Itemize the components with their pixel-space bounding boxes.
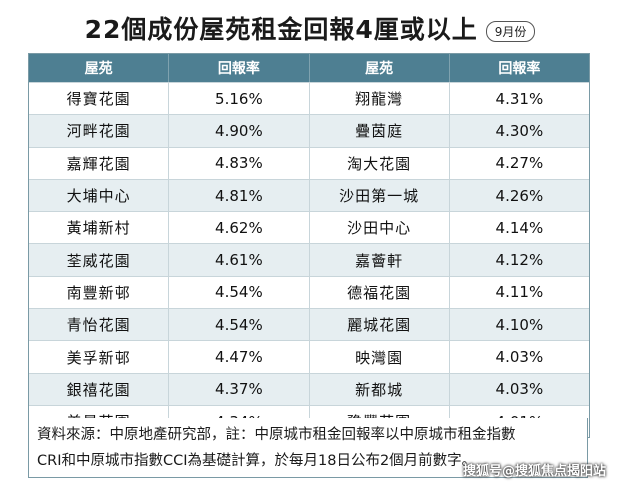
- estate-name-right: 新都城: [310, 373, 450, 405]
- estate-name-right: 映灣園: [310, 341, 450, 373]
- month-badge: 9月份: [485, 21, 536, 42]
- header-yield-2: 回報率: [498, 61, 541, 77]
- table-body: 得寶花園 5.16% 翔龍灣 4.31% 河畔花園 4.90% 疊茵庭 4.30% 嘉輝花園 4.…: [29, 82, 589, 438]
- yield-left: 4.62%: [169, 212, 310, 244]
- estate-name-left: 南豐新邨: [29, 276, 170, 309]
- yield-right: 4.30%: [495, 121, 544, 140]
- yield-right: 4.03%: [495, 380, 544, 399]
- yield-left: 4.61%: [169, 244, 310, 276]
- title-row: 22個成份屋苑租金回報4厘或以上 9月份: [0, 10, 620, 46]
- estate-name-left: 嘉輝花園: [29, 147, 170, 179]
- yield-right: 4.31%: [495, 89, 544, 108]
- yield-left: 4.47%: [169, 341, 310, 373]
- estate-name-left: 河畔花園: [29, 115, 170, 147]
- estate-name-right: 沙田第一城: [310, 179, 450, 212]
- table-row: 銀禧花園 4.37% 新都城 4.03%: [29, 372, 589, 405]
- yield-right: 4.27%: [495, 154, 544, 173]
- table-row: 大埔中心 4.81% 沙田第一城 4.26%: [29, 178, 589, 212]
- estate-name-left: 美孚新邨: [29, 341, 170, 373]
- yield-right: 4.11%: [495, 283, 544, 302]
- estate-name-left: 荃威花園: [29, 244, 170, 276]
- yield-right: 4.03%: [495, 348, 544, 367]
- estate-name-left: 黃埔新村: [29, 212, 170, 244]
- yield-left: 4.83%: [169, 147, 310, 179]
- header-yield-1: 回報率: [169, 54, 310, 82]
- yield-left: 4.81%: [169, 179, 310, 212]
- yield-left: 4.54%: [169, 309, 310, 341]
- table-row: 美孚新邨 4.47% 映灣園 4.03%: [29, 340, 589, 373]
- table-header: 屋苑 回報率 屋苑 回報率: [29, 54, 589, 82]
- yield-left: 4.37%: [169, 373, 310, 405]
- table-row: 南豐新邨 4.54% 德福花園 4.11%: [29, 275, 589, 309]
- estate-name-right: 嘉薈軒: [310, 244, 450, 276]
- yield-right: 4.26%: [495, 186, 544, 205]
- estate-name-right: 沙田中心: [310, 212, 450, 244]
- table-row: 荃威花園 4.61% 嘉薈軒 4.12%: [29, 243, 589, 276]
- estate-name-right: 疊茵庭: [310, 115, 450, 147]
- estate-name-left: 銀禧花園: [29, 373, 170, 405]
- yield-left: 5.16%: [169, 83, 310, 115]
- estate-name-left: 得寶花園: [29, 83, 170, 115]
- estate-name-left: 青怡花園: [29, 309, 170, 341]
- yield-left: 4.54%: [169, 276, 310, 309]
- page-title: 22個成份屋苑租金回報4厘或以上: [84, 15, 478, 44]
- watermark-text: 搜狐号@搜狐焦点揭阳站: [462, 464, 606, 479]
- source-line-1: 資料來源：中原地產研究部，註：中原城市租金回報率以中原城市租金指數: [37, 427, 516, 443]
- header-estate-2: 屋苑: [310, 54, 450, 82]
- yield-left: 4.90%: [169, 115, 310, 147]
- table-row: 黃埔新村 4.62% 沙田中心 4.14%: [29, 211, 589, 244]
- estate-name-right: 淘大花園: [310, 147, 450, 179]
- yield-table: 屋苑 回報率 屋苑 回報率 得寶花園 5.16% 翔龍灣 4.31% 河畔花園 4.90%…: [28, 53, 590, 439]
- table-row: 青怡花園 4.54% 麗城花園 4.10%: [29, 308, 589, 341]
- estate-name-right: 德福花園: [310, 276, 450, 309]
- yield-right: 4.10%: [495, 315, 544, 334]
- estate-name-left: 大埔中心: [29, 179, 170, 212]
- estate-name-right: 翔龍灣: [310, 83, 450, 115]
- table-row: 河畔花園 4.90% 疊茵庭 4.30%: [29, 114, 589, 147]
- source-note: 資料來源：中原地產研究部，註：中原城市租金回報率以中原城市租金指數 CRI和中原…: [28, 418, 588, 478]
- estate-name-right: 麗城花園: [310, 309, 450, 341]
- header-estate-1: 屋苑: [29, 54, 170, 82]
- table-row: 得寶花園 5.16% 翔龍灣 4.31%: [29, 82, 589, 115]
- yield-right: 4.12%: [495, 251, 544, 270]
- table-row: 嘉輝花園 4.83% 淘大花園 4.27%: [29, 146, 589, 179]
- yield-right: 4.14%: [495, 218, 544, 237]
- source-line-2: CRI和中原城市指數CCI為基礎計算，於每月18日公布2個月前數字。: [37, 453, 477, 469]
